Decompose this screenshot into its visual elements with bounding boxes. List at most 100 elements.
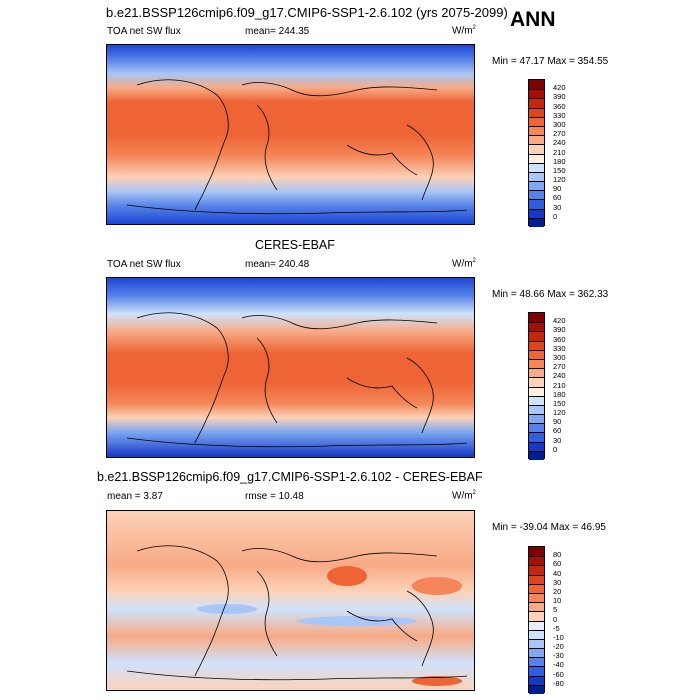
colorbar-tick-label: 420 bbox=[553, 316, 566, 326]
colorbar-segment bbox=[529, 414, 544, 424]
colorbar-tick-label: 0 bbox=[553, 614, 558, 624]
panel1-mean-label: mean= 244.35 bbox=[245, 26, 310, 37]
colorbar-segment bbox=[529, 98, 544, 108]
colorbar-segment bbox=[529, 648, 544, 658]
colorbar-segment bbox=[529, 583, 544, 593]
panel3-units-label: W/m2 bbox=[452, 490, 476, 502]
colorbar-tick-label: 60 bbox=[553, 559, 562, 569]
colorbar-segment bbox=[529, 217, 544, 227]
colorbar-segment bbox=[529, 368, 544, 378]
colorbar-segment bbox=[529, 450, 544, 460]
colorbar-tick-label: 390 bbox=[553, 325, 566, 335]
colorbar-tick-label: 240 bbox=[553, 138, 566, 148]
colorbar-tick-label: 150 bbox=[553, 398, 566, 408]
colorbar-segment bbox=[529, 135, 544, 145]
colorbar-tick-label: -40 bbox=[553, 660, 564, 670]
colorbar-tick-label: -10 bbox=[553, 632, 564, 642]
panel1-map bbox=[106, 44, 475, 225]
colorbar-segment bbox=[529, 638, 544, 649]
colorbar-tick-label: 210 bbox=[553, 380, 566, 390]
colorbar-tick-label: 240 bbox=[553, 371, 566, 381]
colorbar-tick-label: 270 bbox=[553, 362, 566, 372]
colorbar-segment bbox=[529, 556, 544, 566]
panel2-map bbox=[106, 277, 475, 458]
colorbar-tick-label: 80 bbox=[553, 550, 562, 560]
colorbar-segment bbox=[529, 684, 544, 694]
colorbar-segment bbox=[529, 657, 544, 667]
panel3-minmax: Min = -39.04 Max = 46.95 bbox=[492, 522, 606, 533]
colorbar-segment bbox=[529, 423, 544, 433]
colorbar-segment bbox=[529, 441, 544, 451]
colorbar-segment bbox=[529, 349, 544, 359]
colorbar-tick-label: 180 bbox=[553, 389, 566, 399]
colorbar-segment bbox=[529, 125, 544, 136]
colorbar-tick-label: 30 bbox=[553, 435, 562, 445]
colorbar-tick-label: -80 bbox=[553, 678, 564, 688]
colorbar-segment bbox=[529, 611, 544, 621]
colorbar-segment bbox=[529, 592, 544, 603]
colorbar-segment bbox=[529, 377, 544, 387]
colorbar-tick-label: 150 bbox=[553, 165, 566, 175]
panel3-map bbox=[106, 510, 475, 691]
colorbar-tick-label: 20 bbox=[553, 586, 562, 596]
panel3-header: b.e21.BSSP126cmip6.f09_g17.CMIP6-SSP1-2.… bbox=[97, 470, 483, 484]
colorbar-tick-label: -60 bbox=[553, 669, 564, 679]
panel1-variable-label: TOA net SW flux bbox=[107, 26, 181, 37]
colorbar-segment bbox=[529, 574, 544, 584]
colorbar-segment bbox=[529, 107, 544, 117]
colorbar-segment bbox=[529, 199, 544, 209]
colorbar-tick-label: 210 bbox=[553, 147, 566, 157]
colorbar-tick-label: 60 bbox=[553, 426, 562, 436]
colorbar-tick-label: 0 bbox=[553, 211, 558, 221]
season-label: ANN bbox=[510, 8, 556, 31]
colorbar-segment bbox=[529, 144, 544, 154]
colorbar-segment bbox=[529, 629, 544, 639]
colorbar-tick-label: 120 bbox=[553, 175, 566, 185]
colorbar-tick-label: 30 bbox=[553, 577, 562, 587]
colorbar-segment bbox=[529, 313, 544, 323]
colorbar-segment bbox=[529, 602, 544, 612]
panel2-minmax: Min = 48.66 Max = 362.33 bbox=[492, 289, 609, 300]
colorbar-tick-label: 390 bbox=[553, 92, 566, 102]
colorbar-segment bbox=[529, 208, 544, 218]
colorbar-segment bbox=[529, 565, 544, 575]
colorbar-tick-label: 330 bbox=[553, 110, 566, 120]
colorbar-segment bbox=[529, 331, 544, 341]
colorbar-tick-label: 120 bbox=[553, 408, 566, 418]
colorbar-segment bbox=[529, 89, 544, 99]
colorbar-tick-label: 300 bbox=[553, 119, 566, 129]
colorbar-tick-label: -30 bbox=[553, 651, 564, 661]
colorbar-tick-label: 60 bbox=[553, 193, 562, 203]
colorbar-segment bbox=[529, 675, 544, 685]
panel3-colorbar bbox=[528, 546, 545, 694]
colorbar-tick-label: 360 bbox=[553, 101, 566, 111]
colorbar-tick-label: 90 bbox=[553, 417, 562, 427]
panel1-units-label: W/m2 bbox=[452, 25, 476, 37]
colorbar-tick-label: 330 bbox=[553, 343, 566, 353]
colorbar-segment bbox=[529, 190, 544, 200]
colorbar-segment bbox=[529, 386, 544, 396]
panel2-header: CERES-EBAF bbox=[255, 238, 335, 252]
panel1-header: b.e21.BSSP126cmip6.f09_g17.CMIP6-SSP1-2.… bbox=[106, 5, 508, 20]
panel1-colorbar bbox=[528, 79, 545, 227]
panel1-minmax: Min = 47.17 Max = 354.55 bbox=[492, 56, 609, 67]
colorbar-segment bbox=[529, 547, 544, 557]
panel3-rmse-label: rmse = 10.48 bbox=[245, 491, 304, 502]
colorbar-segment bbox=[529, 395, 544, 405]
colorbar-tick-label: 90 bbox=[553, 184, 562, 194]
panel2-colorbar bbox=[528, 312, 545, 460]
colorbar-segment bbox=[529, 404, 544, 415]
panel2-units-label: W/m2 bbox=[452, 258, 476, 270]
panel2-mean-label: mean= 240.48 bbox=[245, 259, 310, 270]
colorbar-tick-label: 30 bbox=[553, 202, 562, 212]
colorbar-segment bbox=[529, 181, 544, 191]
colorbar-segment bbox=[529, 620, 544, 630]
colorbar-tick-label: 300 bbox=[553, 352, 566, 362]
colorbar-segment bbox=[529, 322, 544, 332]
colorbar-tick-label: 270 bbox=[553, 129, 566, 139]
colorbar-tick-label: 360 bbox=[553, 334, 566, 344]
colorbar-segment bbox=[529, 358, 544, 369]
colorbar-tick-label: -5 bbox=[553, 623, 560, 633]
colorbar-tick-label: -20 bbox=[553, 642, 564, 652]
colorbar-segment bbox=[529, 162, 544, 172]
